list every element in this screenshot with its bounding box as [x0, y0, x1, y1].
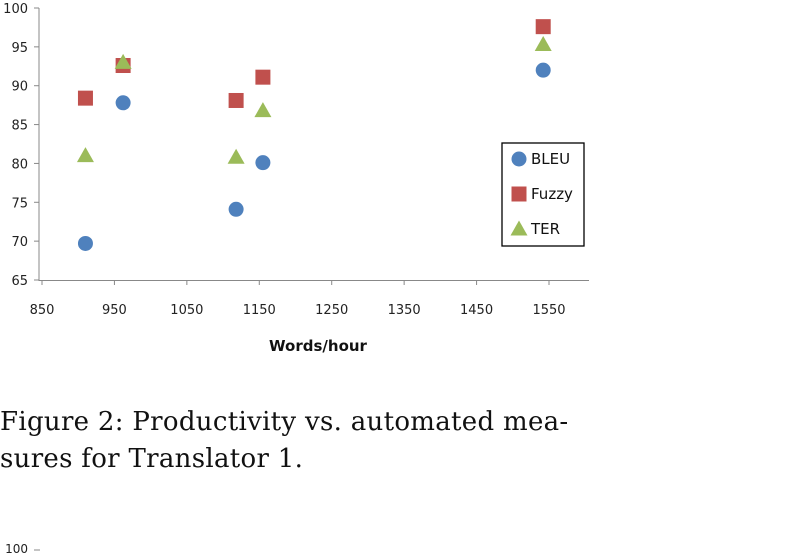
y-tick-label: 95: [11, 41, 28, 56]
figure-caption: Figure 2: Productivity vs. automated mea…: [0, 404, 600, 478]
y-tick-label: 65: [11, 274, 28, 289]
point-bleu: [255, 155, 271, 171]
next-figure-fragment: 100: [0, 538, 792, 556]
x-tick-label: 1150: [243, 303, 276, 318]
y-tick-label: 85: [11, 119, 28, 134]
legend-label-fuzzy: Fuzzy: [531, 185, 573, 203]
y-axis-ticks: 100 95 90 85 80 75 70 65: [3, 2, 39, 289]
point-ter: [76, 147, 94, 163]
chart-canvas: 100 95 90 85 80 75 70 65 850 950 1050 1150 1250 1350…: [0, 0, 792, 360]
y-tick-label: 75: [11, 196, 28, 211]
legend-label-ter: TER: [530, 220, 560, 238]
point-ter: [534, 36, 552, 52]
point-bleu: [535, 62, 551, 78]
scatter-chart: 100 95 90 85 80 75 70 65 850 950 1050 1150 1250 1350…: [0, 0, 792, 360]
caption-line-1: Figure 2: Productivity vs. automated mea…: [0, 407, 569, 437]
x-tick-label: 1250: [315, 303, 348, 318]
point-fuzzy: [255, 69, 271, 85]
legend-marker-fuzzy: [511, 186, 527, 202]
x-tick-label: 950: [102, 303, 127, 318]
point-fuzzy: [535, 19, 551, 35]
x-tick-label: 1350: [388, 303, 421, 318]
data-points: [76, 19, 552, 251]
legend-label-bleu: BLEU: [531, 150, 570, 168]
x-axis-title: Words/hour: [269, 337, 368, 355]
x-tick-label: 1550: [532, 303, 565, 318]
y-tick-label: 80: [11, 157, 28, 172]
x-tick-label: 850: [30, 303, 55, 318]
y-tick-label: 90: [11, 80, 28, 95]
caption-line-2: sures for Translator 1.: [0, 444, 304, 474]
point-bleu: [228, 201, 244, 217]
point-fuzzy: [77, 90, 93, 106]
legend-marker-bleu: [511, 151, 527, 167]
chart-background: [0, 0, 792, 360]
legend: BLEU Fuzzy TER: [501, 142, 585, 247]
point-bleu: [77, 235, 93, 251]
x-tick-label: 1450: [460, 303, 493, 318]
x-axis-ticks: 850 950 1050 1150 1250 1350 1450 1550: [30, 280, 566, 318]
point-ter: [227, 148, 245, 164]
point-fuzzy: [228, 92, 244, 108]
x-tick-label: 1050: [170, 303, 203, 318]
next-figure-y-tick: 100: [5, 542, 28, 553]
next-figure-canvas: 100: [5, 542, 40, 556]
y-tick-label: 100: [3, 2, 28, 17]
point-ter: [114, 53, 132, 69]
legend-marker-ter: [510, 220, 528, 236]
y-tick-label: 70: [11, 235, 28, 250]
point-ter: [254, 102, 272, 118]
point-bleu: [115, 95, 131, 111]
